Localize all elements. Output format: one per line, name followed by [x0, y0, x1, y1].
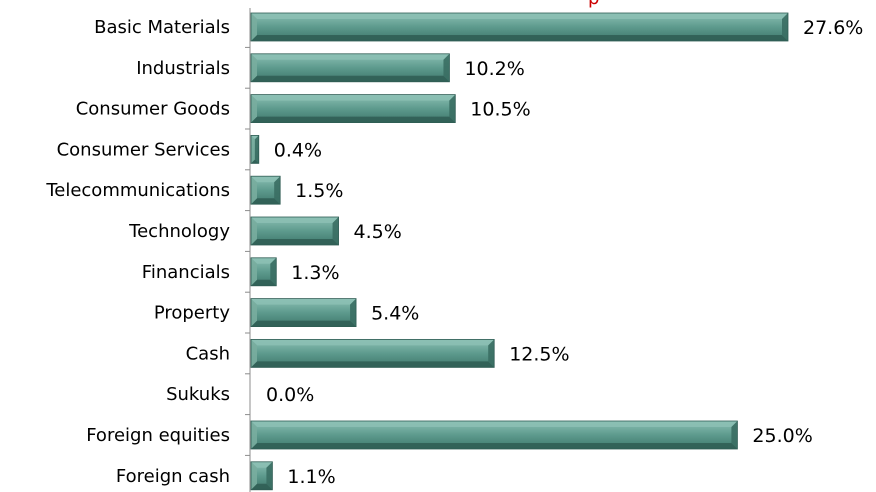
title-fragment: p — [588, 0, 599, 9]
labels: Basic Materials 27.6% Industrials 10.2% Cons… — [45, 17, 863, 488]
category-label: Industrials — [136, 58, 230, 79]
bars — [250, 12, 789, 491]
bar — [250, 461, 273, 491]
category-label: Foreign cash — [116, 466, 230, 487]
value-label: 25.0% — [752, 425, 812, 447]
value-label: 1.5% — [295, 180, 343, 202]
category-label: Technology — [128, 221, 230, 242]
value-label: 27.6% — [803, 17, 863, 39]
value-label: 10.2% — [464, 58, 524, 80]
bar — [250, 12, 789, 42]
value-label: 12.5% — [509, 343, 569, 365]
bar — [250, 216, 339, 246]
category-label: Consumer Services — [57, 139, 230, 160]
value-label: 5.4% — [371, 303, 419, 325]
value-label: 4.5% — [354, 221, 402, 243]
bar — [250, 175, 281, 205]
bar — [250, 420, 738, 450]
category-label: Consumer Goods — [76, 99, 230, 120]
category-label: Basic Materials — [94, 17, 230, 38]
value-label: 10.5% — [470, 99, 530, 121]
bar — [250, 53, 450, 83]
bar — [250, 134, 260, 164]
value-label: 0.4% — [274, 139, 322, 161]
category-label: Financials — [142, 262, 230, 283]
category-label: Telecommunications — [45, 180, 230, 201]
value-label: 0.0% — [266, 384, 314, 406]
bar — [250, 338, 495, 368]
category-label: Foreign equities — [86, 425, 230, 446]
bar — [250, 298, 357, 328]
category-label: Property — [154, 303, 231, 324]
bar — [250, 257, 277, 287]
value-label: 1.3% — [291, 262, 339, 284]
bar — [250, 94, 456, 123]
y-axis — [245, 8, 251, 492]
value-label: 1.1% — [287, 466, 335, 488]
category-label: Cash — [186, 343, 230, 364]
category-label: Sukuks — [166, 384, 230, 405]
